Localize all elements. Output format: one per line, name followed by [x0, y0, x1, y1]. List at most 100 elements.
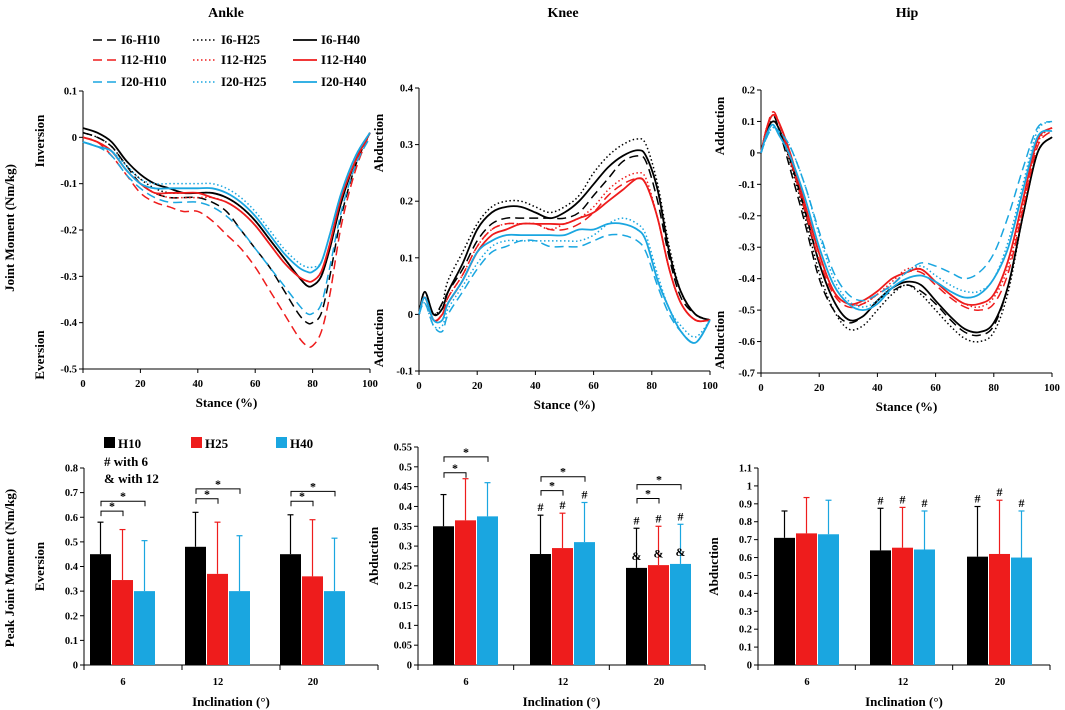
- hip-bar-bar-H25-20: [989, 553, 1010, 665]
- knee-bar-bar-H40-12: [574, 542, 595, 665]
- knee-line-xtick-label: 40: [530, 381, 541, 392]
- hip-bar-ytick-label: 0.1: [739, 643, 752, 654]
- hip-line-xtick-label: 100: [1044, 383, 1060, 394]
- ankle-bar-panel: 0 0.1 0.2 0.3 0.4 0.5 0.6 0.7 0.8 6 12 20 Inclinatio…: [32, 464, 379, 709]
- knee-bar-ytick-label: 0.5: [399, 462, 412, 473]
- bar-ylabel: Peak Joint Moment (Nm/kg): [2, 489, 17, 648]
- hip-bar-ytick-label: 0.7: [739, 535, 752, 546]
- ankle-bar-bar-H10-12: [185, 546, 206, 665]
- hip-bar-significance-mark: #: [922, 496, 928, 510]
- bar-legend-note: & with 12: [104, 471, 159, 486]
- ankle-bar-bar-H10-6: [90, 554, 111, 665]
- ankle-bar-ytick-label: 0.6: [65, 513, 78, 524]
- knee-line-xtick-label: 100: [702, 381, 718, 392]
- hip-bar-ytick-label: 1.1: [739, 464, 752, 475]
- hip-line-panel: -0.7 -0.6 -0.5 -0.4 -0.3 -0.2 -0.1 0 0.1 0.2 0 20 40…: [712, 86, 1060, 415]
- ankle-line-xtick-label: 80: [307, 379, 318, 390]
- ankle-bar-ytick-label: 0.5: [65, 537, 78, 548]
- ankle-bar-bracket-star: *: [299, 489, 305, 503]
- knee-bar-bracket: [636, 498, 660, 504]
- hip-line-xtick-label: 20: [814, 383, 825, 394]
- hip-line-ytick-label: -0.6: [738, 337, 755, 348]
- bar-legend-label: H25: [205, 436, 229, 451]
- ankle-line-xtick-label: 60: [250, 379, 261, 390]
- hip-line-ytick-label: 0.2: [742, 86, 755, 97]
- knee-line-series-I12-H25: [418, 171, 711, 323]
- ankle-line-series-I6-H40: [82, 127, 371, 288]
- line-legend-label: I20-H10: [121, 74, 167, 89]
- line-legend-label: I6-H25: [221, 32, 261, 47]
- line-legend-label: I6-H10: [121, 32, 160, 47]
- ankle-bar-ytick-label: 0.1: [65, 636, 78, 647]
- knee-bar-bar-H25-12: [552, 548, 573, 665]
- knee-bar-ylabel: Abduction: [366, 526, 381, 585]
- knee-bar-bracket: [443, 472, 467, 478]
- ankle-line-ytick-label: -0.2: [60, 226, 77, 237]
- ankle-bar-bar-H25-12: [207, 573, 228, 665]
- knee-line-series-I6-H40: [418, 149, 711, 321]
- knee-line-series-I20-H40: [418, 222, 711, 344]
- ankle-bar-category-label: 12: [213, 677, 224, 688]
- knee-line-ytick-label: 0.2: [400, 197, 413, 208]
- ankle-bar-bracket-star: *: [109, 499, 115, 513]
- knee-bar-bracket: [443, 456, 489, 462]
- hip-line-series-I20-H10: [760, 120, 1053, 302]
- knee-line-xtick-label: 60: [588, 381, 599, 392]
- hip-bar-bar-H40-20: [1011, 557, 1032, 665]
- ankle-bar-bracket-star: *: [310, 479, 316, 493]
- knee-bar-bracket-star: *: [656, 473, 662, 487]
- hip-line-ytick-label: -0.7: [738, 369, 755, 380]
- hip-bar-bar-H25-6: [796, 533, 817, 665]
- ankle-bar-ytick-label: 0.4: [65, 562, 79, 573]
- knee-bar-ytick-label: 0.1: [399, 621, 412, 632]
- hip-bar-significance-mark: #: [975, 492, 981, 506]
- hip-line-lower-label: Abduction: [712, 310, 727, 369]
- knee-bar-bracket-star: *: [549, 479, 555, 493]
- ankle-line-series-I6-H25: [82, 131, 371, 288]
- knee-line-ytick-label: 0.3: [400, 140, 413, 151]
- ankle-line-ytick-label: -0.4: [60, 318, 77, 329]
- hip-bar-xlabel: Inclination (°): [865, 694, 943, 709]
- knee-bar-ytick-label: 0.55: [394, 443, 412, 454]
- hip-line-series-I12-H40: [760, 113, 1053, 306]
- knee-line-ytick-label: -0.1: [396, 367, 413, 378]
- ankle-bar-ytick-label: 0.8: [65, 464, 78, 475]
- knee-bar-significance-mark: &: [676, 545, 686, 559]
- bar-legend-swatch-H40: [276, 437, 287, 448]
- bar-legend-swatch-H25: [191, 437, 202, 448]
- hip-line-xlabel: Stance (%): [876, 399, 938, 414]
- hip-line-series-I6-H10: [760, 114, 1053, 337]
- ankle-bar-bracket: [290, 490, 336, 497]
- ankle-bar-bracket: [195, 488, 241, 494]
- knee-bar-bar-H40-20: [670, 563, 691, 665]
- hip-bar-ytick-label: 0.6: [739, 553, 752, 564]
- ankle-bar-xlabel: Inclination (°): [192, 694, 270, 709]
- ankle-line-xtick-label: 40: [193, 379, 204, 390]
- ankle-line-ytick-label: 0.1: [64, 87, 77, 98]
- knee-bar-bracket-star: *: [463, 445, 469, 459]
- ankle-bar-bar-H40-12: [229, 591, 250, 665]
- knee-bar-bar-H25-6: [455, 520, 476, 665]
- hip-line-ytick-label: -0.1: [738, 180, 755, 191]
- knee-bar-bracket: [540, 476, 586, 482]
- ankle-bar-bar-H25-6: [112, 580, 133, 665]
- ankle-line-upper-label: Inversion: [32, 114, 47, 168]
- hip-bar-bar-H10-6: [774, 537, 795, 665]
- knee-line-lower-label: Adduction: [371, 308, 386, 367]
- hip-title: Hip: [896, 6, 919, 21]
- knee-line-ytick-label: 0.4: [400, 84, 414, 95]
- knee-line-xlabel: Stance (%): [534, 397, 596, 412]
- knee-bar-ytick-label: 0.2: [399, 581, 412, 592]
- knee-bar-bar-H25-20: [648, 565, 669, 665]
- line-legend-label: I6-H40: [321, 32, 360, 47]
- ankle-line-xlabel: Stance (%): [196, 395, 258, 410]
- knee-line-series-I12-H10: [418, 177, 711, 323]
- hip-bar-category-label: 6: [804, 677, 809, 688]
- bar-legend-swatch-H10: [104, 437, 115, 448]
- knee-bar-panel: 0 0.05 0.1 0.15 0.2 0.25 0.3 0.35 0.4 0.45 0.5 0.55…: [366, 443, 706, 709]
- knee-line-xtick-label: 0: [416, 381, 421, 392]
- hip-line-ytick-label: -0.3: [738, 243, 755, 254]
- knee-bar-significance-mark: &: [654, 546, 664, 560]
- hip-line-xtick-label: 60: [930, 383, 941, 394]
- knee-bar-bar-H10-12: [530, 554, 551, 665]
